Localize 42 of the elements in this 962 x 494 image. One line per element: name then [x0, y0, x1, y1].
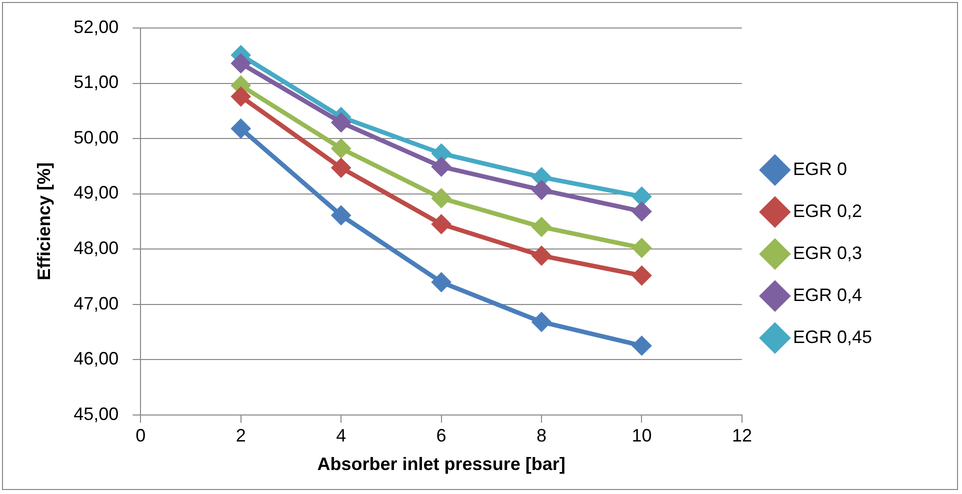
legend-label: EGR 0,2	[792, 200, 862, 221]
point	[332, 206, 350, 225]
x-tick-label: 8	[536, 426, 547, 446]
point	[232, 119, 250, 138]
point	[632, 202, 651, 221]
x-tick-label: 0	[136, 426, 146, 446]
point	[432, 272, 451, 292]
legend-label: EGR 0	[792, 158, 847, 179]
point	[432, 214, 451, 234]
y-tick-label: 51,00	[74, 72, 119, 92]
point	[532, 218, 551, 236]
x-tick-label: 6	[436, 426, 446, 446]
y-tick-label: 52,00	[74, 16, 119, 37]
x-tick-label: 10	[632, 426, 652, 446]
point	[532, 312, 551, 332]
y-tick-label: 49,00	[74, 182, 119, 203]
point	[532, 246, 551, 265]
point	[632, 187, 651, 206]
point	[332, 139, 350, 158]
point	[632, 266, 651, 285]
y-axis-title: Efficiency [%]	[34, 162, 54, 280]
point	[332, 113, 350, 132]
legend-label: EGR 0,3	[792, 242, 862, 263]
y-tick-label: 48,00	[74, 238, 119, 258]
point	[632, 336, 651, 355]
point	[432, 157, 451, 176]
point	[632, 238, 651, 258]
y-tick-label: 47,00	[74, 293, 119, 314]
x-tick-label: 4	[336, 426, 346, 446]
y-tick-label: 46,00	[74, 348, 119, 369]
x-axis-title: Absorber inlet pressure [bar]	[317, 454, 566, 474]
y-tick-label: 45,00	[74, 404, 119, 424]
point	[432, 188, 451, 208]
x-tick-label: 2	[236, 426, 246, 446]
x-tick-label: 12	[732, 426, 752, 446]
legend-label: EGR 0,4	[792, 284, 862, 305]
point	[232, 54, 250, 73]
y-tick-label: 50,00	[74, 127, 119, 148]
point	[332, 158, 350, 178]
point	[232, 87, 250, 106]
legend-label: EGR 0,45	[792, 326, 872, 347]
point	[532, 180, 551, 200]
